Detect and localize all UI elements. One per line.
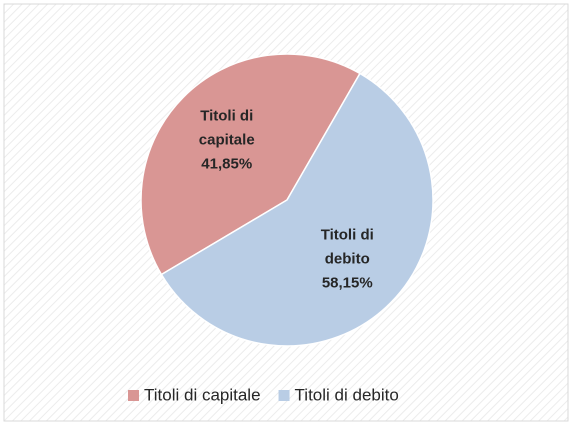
pie-slice	[160, 72, 434, 347]
data-label-name: capitale	[199, 131, 255, 148]
data-label: Titoli di capitale 41,85%	[199, 107, 255, 172]
data-label-name: Titoli di	[200, 107, 253, 124]
data-label-value: 58,15%	[322, 274, 373, 291]
legend-swatch	[278, 390, 290, 401]
data-label-value: 41,85%	[201, 155, 252, 172]
legend-swatch	[128, 390, 139, 401]
legend-label: Titoli di capitale	[144, 385, 261, 404]
legend-label: Titoli di debito	[295, 385, 399, 404]
data-label-name: debito	[325, 250, 370, 267]
pie-slice	[140, 53, 361, 276]
data-label-name: Titoli di	[321, 226, 374, 243]
data-label: Titoli di debito 58,15%	[321, 226, 374, 291]
